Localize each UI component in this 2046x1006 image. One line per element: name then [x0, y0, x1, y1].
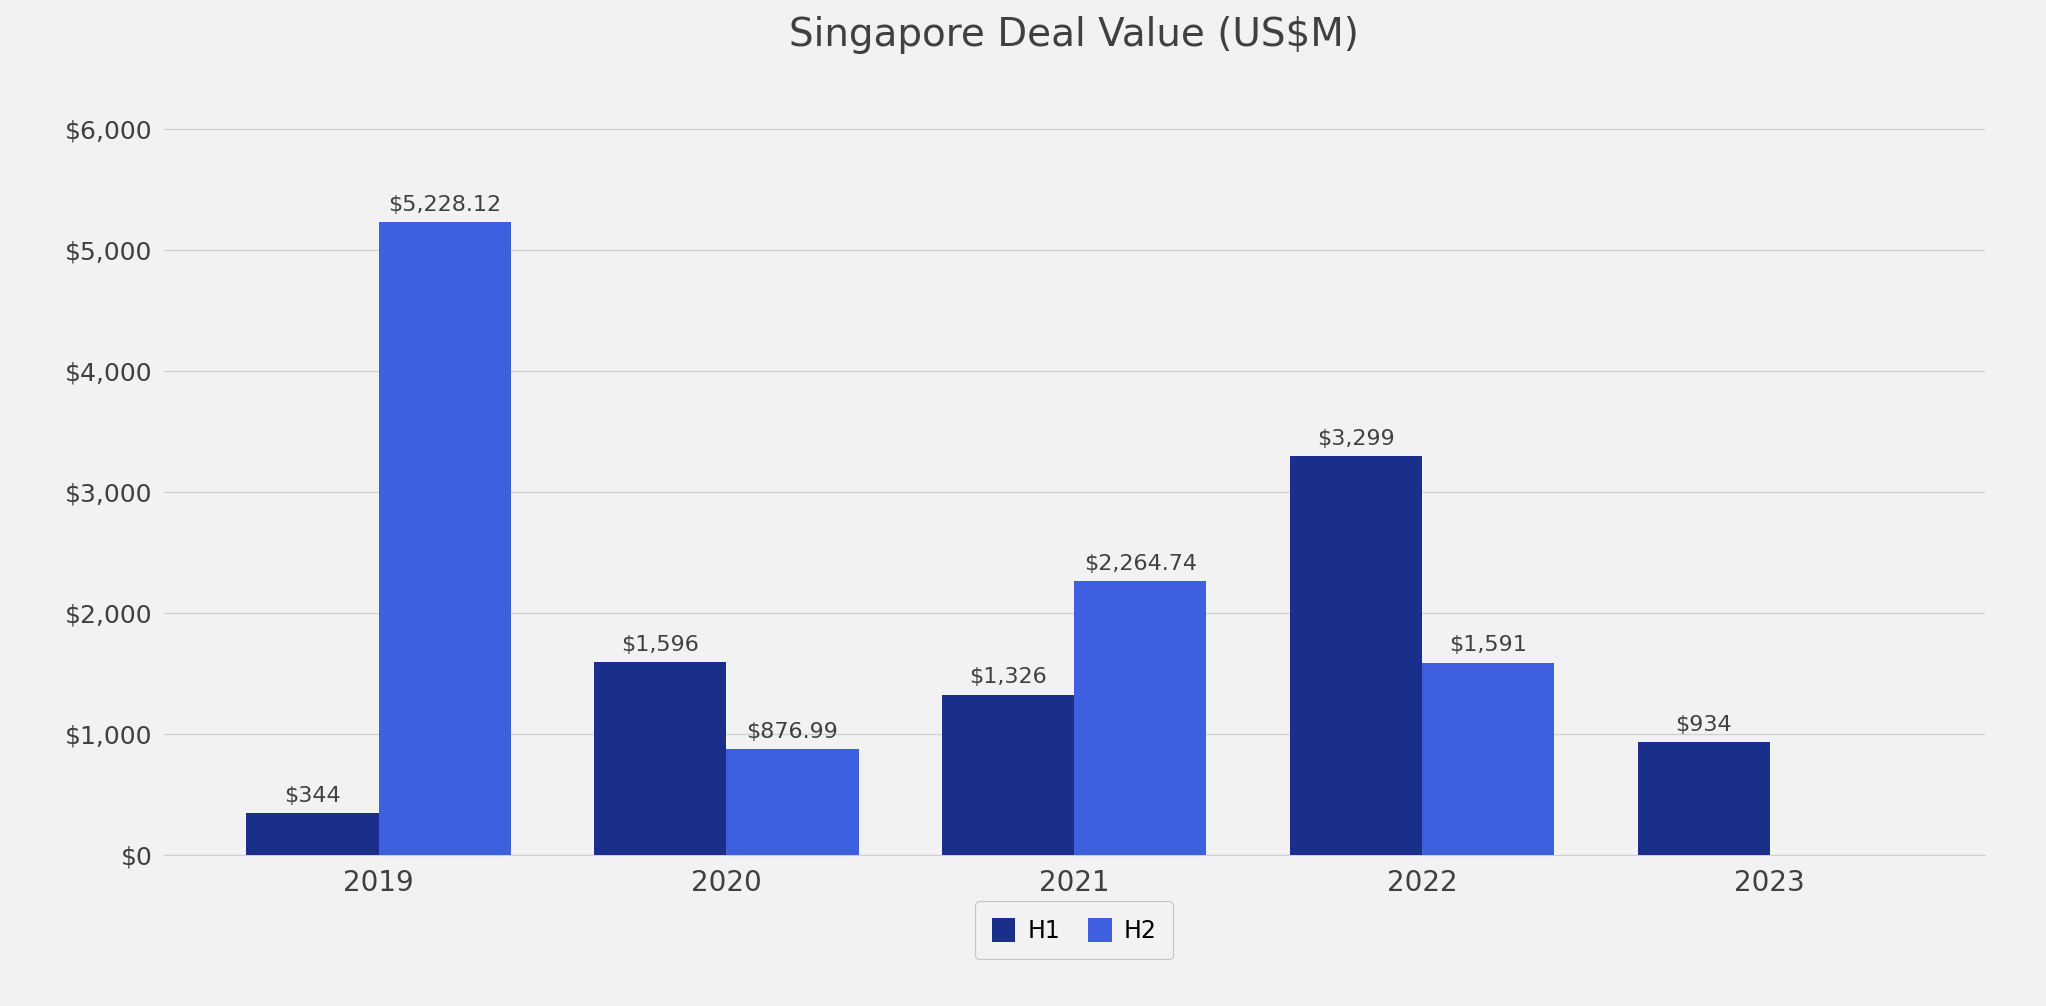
- Bar: [941, 694, 1074, 855]
- Text: $934: $934: [1676, 715, 1731, 734]
- Text: $344: $344: [284, 787, 342, 806]
- Bar: [246, 814, 379, 855]
- Title: Singapore Deal Value (US$M): Singapore Deal Value (US$M): [790, 16, 1359, 53]
- Bar: [593, 662, 726, 855]
- Bar: [1289, 456, 1422, 855]
- Text: $2,264.74: $2,264.74: [1084, 553, 1197, 573]
- Text: $5,228.12: $5,228.12: [389, 195, 501, 215]
- Text: $876.99: $876.99: [747, 721, 839, 741]
- Text: $1,591: $1,591: [1449, 635, 1526, 655]
- Bar: [1637, 742, 1770, 855]
- Bar: [1074, 581, 1207, 855]
- Text: $3,299: $3,299: [1318, 429, 1395, 449]
- Bar: [1422, 663, 1555, 855]
- Bar: [726, 748, 859, 855]
- Text: $1,326: $1,326: [970, 667, 1048, 687]
- Legend: H1, H2: H1, H2: [976, 901, 1172, 960]
- Bar: [379, 222, 512, 855]
- Text: $1,596: $1,596: [622, 635, 700, 655]
